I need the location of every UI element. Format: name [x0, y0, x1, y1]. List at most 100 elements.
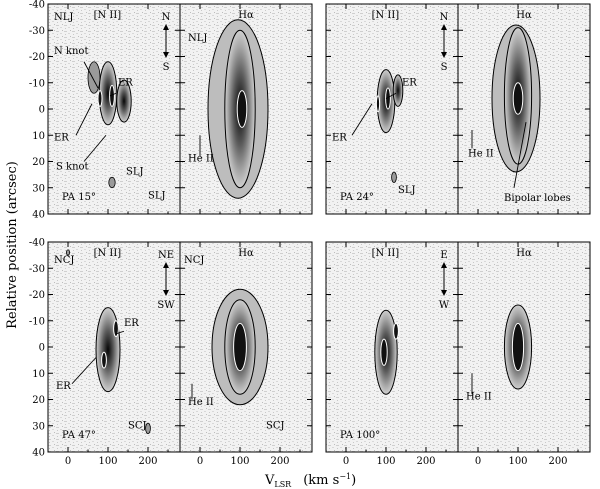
- emission-peak: [512, 82, 524, 115]
- emission-peak: [97, 90, 103, 107]
- x-axis-label-sub: LSR: [274, 480, 292, 489]
- feature-label: He II: [466, 392, 492, 403]
- panel-title: Hα: [238, 10, 254, 21]
- feature-label: He II: [188, 397, 214, 408]
- emission-peak: [511, 322, 525, 372]
- x-tick-label: 100: [98, 456, 117, 467]
- orientation-label-top: N: [162, 12, 171, 23]
- feature-label: SCJ: [266, 420, 285, 431]
- feature-label: NCJ: [184, 255, 204, 266]
- x-tick-label: 200: [138, 456, 157, 467]
- position-angle-label: PA 15°: [62, 192, 96, 203]
- y-tick-label: 20: [32, 157, 45, 168]
- feature-pointer: [351, 103, 373, 136]
- x-tick-label: 0: [475, 456, 481, 467]
- x-axis-label-main: V: [264, 473, 275, 488]
- emission-peak: [236, 90, 248, 128]
- feature-pointer: [83, 61, 99, 89]
- emission-knot: [87, 61, 101, 94]
- x-tick-label: 0: [197, 456, 203, 467]
- y-tick-label: 0: [39, 105, 45, 116]
- feature-label: SLJ: [126, 167, 144, 178]
- position-angle-label: PA 24°: [340, 192, 374, 203]
- orientation-label-bottom: W: [439, 300, 450, 311]
- y-tick-label: -10: [29, 316, 45, 327]
- feature-pointer: [109, 92, 117, 97]
- panel-title: Hα: [516, 248, 532, 259]
- feature-label: S knot: [56, 161, 89, 172]
- y-tick-label: 40: [32, 448, 45, 459]
- x-axis-label-exp: −1: [339, 472, 351, 481]
- y-tick-label: 30: [32, 183, 45, 194]
- emission-peak: [393, 322, 399, 340]
- x-tick-label: 100: [230, 456, 249, 467]
- y-tick-label: -40: [29, 238, 45, 249]
- position-angle-label: PA 47°: [62, 430, 96, 441]
- y-tick-label: 20: [32, 395, 45, 406]
- x-axis-label: VLSR (km s−1): [264, 472, 356, 489]
- feature-label: SCJ: [128, 420, 147, 431]
- orientation-label-top: E: [440, 250, 447, 261]
- panel-p24-ha: Hα He II Bipolar lobes: [457, 3, 591, 215]
- panel-title: Hα: [516, 10, 532, 21]
- y-tick-label: 0: [39, 343, 45, 354]
- y-tick-label: -30: [29, 264, 45, 275]
- emission-peak: [101, 351, 107, 369]
- emission-knot: [391, 171, 397, 183]
- feature-label: ER: [124, 318, 139, 329]
- feature-label: NLJ: [54, 12, 73, 23]
- feature-label: He II: [188, 154, 214, 165]
- feature-label: SLJ: [148, 190, 166, 201]
- x-axis-label-units: (km s: [303, 473, 339, 488]
- panel-p100-ha: 0 100 200 Hα He II: [457, 241, 591, 467]
- emission-peak: [109, 84, 115, 107]
- emission-peak: [113, 320, 119, 337]
- y-tick-label: -20: [29, 52, 45, 63]
- y-tick-label: 10: [32, 131, 45, 142]
- feature-label: ER: [118, 77, 133, 88]
- x-tick-label: 0: [343, 456, 349, 467]
- y-tick-label: -30: [29, 26, 45, 37]
- y-tick-label: -40: [29, 0, 45, 11]
- emission-knot: [108, 176, 116, 189]
- panel-title: Hα: [238, 248, 254, 259]
- panel-title: [N II]: [94, 248, 122, 259]
- panel-p15-nii: 40 30 20 10 0 -10 -20 -30 -40 [N II] PA 15° N S NLJ N …: [29, 0, 181, 221]
- feature-label: ER: [54, 133, 69, 144]
- orientation-label-bottom: S: [441, 62, 448, 73]
- x-axis-label-close: ): [351, 473, 356, 488]
- feature-pointer: [385, 92, 397, 99]
- x-tick-label: 100: [376, 456, 395, 467]
- feature-label: ER: [56, 381, 71, 392]
- feature-label: ER: [402, 77, 417, 88]
- emission-peak: [385, 87, 391, 110]
- feature-pointer: [71, 357, 97, 385]
- y-tick-label: 40: [32, 210, 45, 221]
- x-tick-label: 100: [508, 456, 527, 467]
- panel-p100-nii: 0 100 200 [N II] PA 100° E W: [325, 241, 459, 467]
- panel-title: [N II]: [372, 248, 400, 259]
- x-tick-label: 0: [65, 456, 71, 467]
- emission-peak: [233, 322, 247, 372]
- emission-peak: [380, 338, 388, 366]
- position-angle-label: PA 100°: [340, 430, 380, 441]
- feature-label: SLJ: [398, 185, 416, 196]
- feature-label: ER: [332, 133, 347, 144]
- feature-label: NLJ: [188, 33, 207, 44]
- x-tick-label: 200: [548, 456, 567, 467]
- emission-contour: [116, 79, 132, 123]
- orientation-label-top: N: [440, 12, 449, 23]
- feature-label: He II: [468, 148, 494, 159]
- emission-knot: [145, 422, 151, 435]
- y-tick-label: 30: [32, 421, 45, 432]
- y-axis-label: Relative position (arcsec): [5, 161, 20, 329]
- y-tick-label: 10: [32, 369, 45, 380]
- panel-title: [N II]: [372, 10, 400, 21]
- feature-label: NCJ: [54, 255, 74, 266]
- emission-contour: [95, 307, 121, 393]
- emission-knot: [66, 249, 71, 256]
- panel-p15-ha: Hα NLJ He II: [179, 3, 313, 215]
- x-tick-label: 200: [270, 456, 289, 467]
- feature-pointer: [83, 134, 107, 162]
